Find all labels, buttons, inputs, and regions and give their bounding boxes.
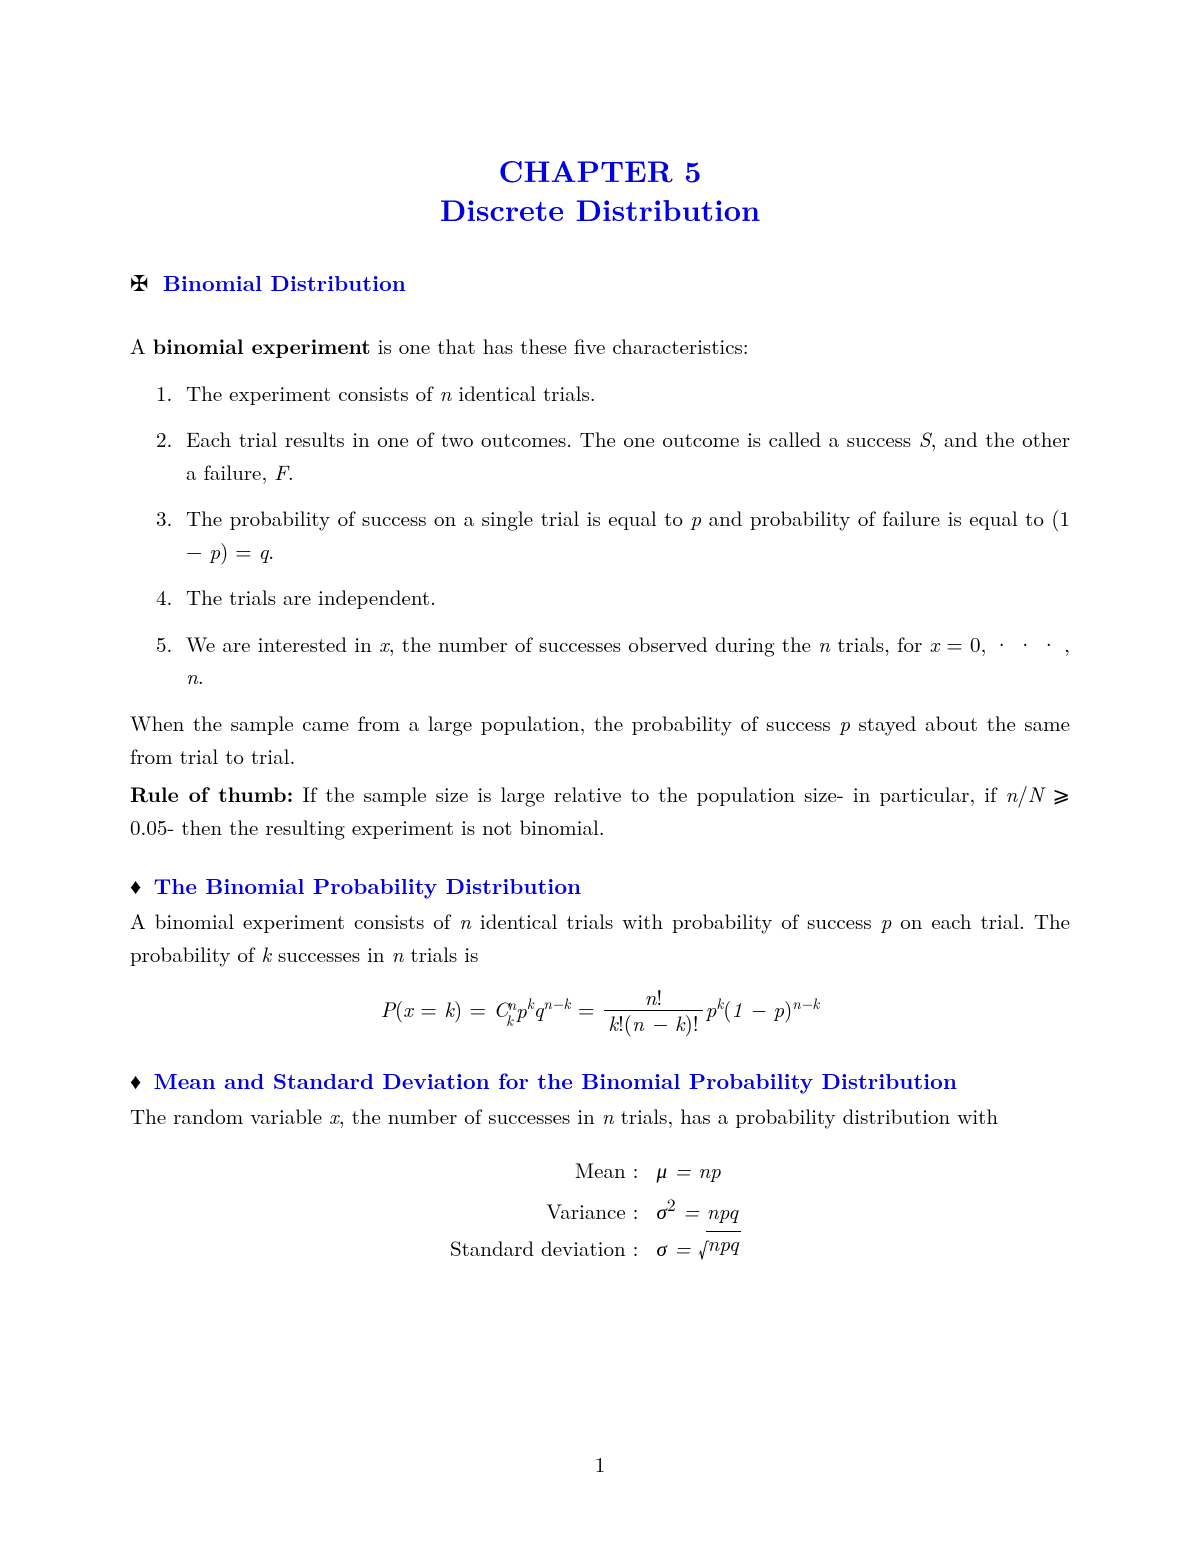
list-number: 4. bbox=[156, 581, 172, 614]
diamond-icon: ♦ bbox=[130, 870, 141, 901]
maltese-icon: ✠ bbox=[130, 267, 148, 298]
stddev-row: Standard deviation : σ = √npq bbox=[340, 1231, 860, 1265]
variance-row: Variance : σ2 = npq bbox=[340, 1191, 860, 1228]
variance-value: σ2 = npq bbox=[657, 1191, 797, 1228]
mean-text: The random variable x, the number of suc… bbox=[130, 1100, 1070, 1133]
section-binomial-heading: ✠ Binomial Distribution bbox=[130, 266, 1070, 300]
list-number: 3. bbox=[156, 502, 172, 535]
probability-text: A binomial experiment consists of n iden… bbox=[130, 905, 1070, 970]
list-item: 3. The probability of success on a singl… bbox=[186, 502, 1070, 567]
mean-value: μ = np bbox=[657, 1154, 797, 1187]
variance-label: Variance : bbox=[404, 1195, 657, 1228]
diamond-icon: ♦ bbox=[130, 1065, 141, 1096]
term-binomial-experiment: binomial experiment bbox=[153, 331, 371, 361]
population-paragraph: When the sample came from a large popula… bbox=[130, 707, 1070, 772]
stddev-value: σ = √npq bbox=[657, 1231, 797, 1265]
list-item: 5. We are interested in x, the number of… bbox=[186, 628, 1070, 693]
list-number: 2. bbox=[156, 423, 172, 456]
subsection-heading-text: Mean and Standard Deviation for the Bino… bbox=[154, 1065, 957, 1096]
list-text: Each trial results in one of two outcome… bbox=[186, 424, 1070, 487]
list-item: 2. Each trial results in one of two outc… bbox=[186, 423, 1070, 488]
rule-label: Rule of thumb: bbox=[130, 779, 293, 809]
subsection-probability-heading: ♦ The Binomial Probability Distribution bbox=[130, 869, 1070, 903]
binomial-formula: P(x = k) = Cnkpkqn−k = n! k!(n − k)! pk(… bbox=[130, 988, 1070, 1037]
list-number: 1. bbox=[156, 377, 172, 410]
intro-paragraph: A binomial experiment is one that has th… bbox=[130, 330, 1070, 363]
list-text: The trials are independent. bbox=[186, 582, 436, 612]
subsection-heading-text: The Binomial Probability Distribution bbox=[154, 870, 581, 901]
list-number: 5. bbox=[156, 628, 172, 661]
characteristics-list: 1. The experiment consists of n identica… bbox=[130, 377, 1070, 693]
list-item: 1. The experiment consists of n identica… bbox=[186, 377, 1070, 410]
chapter-title: CHAPTER 5 Discrete Distribution bbox=[130, 150, 1070, 228]
chapter-name: Discrete Distribution bbox=[440, 187, 760, 230]
rule-of-thumb: Rule of thumb: If the sample size is lar… bbox=[130, 778, 1070, 843]
mean-label: Mean : bbox=[404, 1154, 657, 1187]
stddev-label: Standard deviation : bbox=[404, 1232, 657, 1265]
list-text: We are interested in x, the number of su… bbox=[186, 629, 1070, 692]
subsection-mean-heading: ♦ Mean and Standard Deviation for the Bi… bbox=[130, 1064, 1070, 1098]
list-text: The experiment consists of n identical t… bbox=[186, 378, 596, 408]
stats-block: Mean : μ = np Variance : σ2 = npq Standa… bbox=[340, 1154, 860, 1265]
list-item: 4. The trials are independent. bbox=[186, 581, 1070, 614]
page: CHAPTER 5 Discrete Distribution ✠ Binomi… bbox=[0, 0, 1200, 1553]
page-number: 1 bbox=[0, 1448, 1200, 1481]
mean-row: Mean : μ = np bbox=[340, 1154, 860, 1187]
section-heading-text: Binomial Distribution bbox=[163, 267, 406, 298]
list-text: The probability of success on a single t… bbox=[186, 503, 1070, 566]
chapter-number: CHAPTER 5 bbox=[499, 148, 702, 191]
